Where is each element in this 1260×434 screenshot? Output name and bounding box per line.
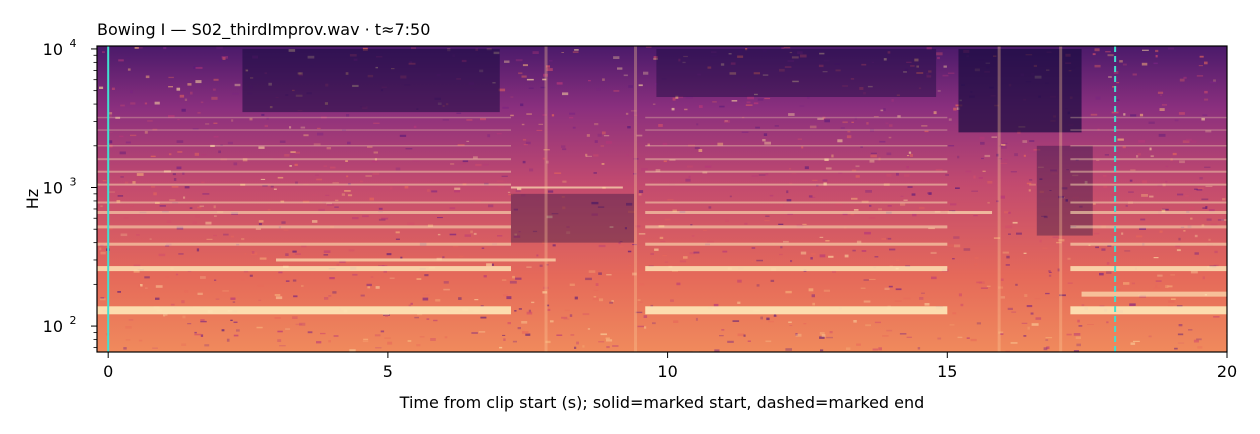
y-axis-label: Hz (23, 189, 42, 209)
x-tick-label: 15 (937, 362, 957, 381)
plot-area (97, 46, 1227, 352)
chart-title: Bowing I — S02_thirdImprov.wav · t≈7:50 (97, 20, 430, 40)
x-tick-label: 5 (383, 362, 393, 381)
y-tick-label: 10 (43, 179, 63, 198)
x-tick-label: 10 (657, 362, 677, 381)
harmonic-bands (97, 46, 1227, 352)
plot-frame (96, 45, 1228, 353)
y-tick-exponent: 2 (70, 314, 77, 327)
quiet-regions (242, 48, 1093, 243)
x-axis: 0 5 10 15 20 (103, 352, 1237, 381)
y-tick-label: 10 (43, 317, 63, 336)
x-tick-label: 20 (1217, 362, 1237, 381)
y-tick-exponent: 4 (70, 37, 77, 50)
y-axis: 10 2 10 3 10 4 (43, 37, 97, 348)
x-axis-label: Time from clip start (s); solid=marked s… (399, 393, 925, 412)
y-tick-exponent: 3 (70, 176, 77, 189)
x-tick-label: 0 (103, 362, 113, 381)
y-tick-label: 10 (43, 40, 63, 59)
